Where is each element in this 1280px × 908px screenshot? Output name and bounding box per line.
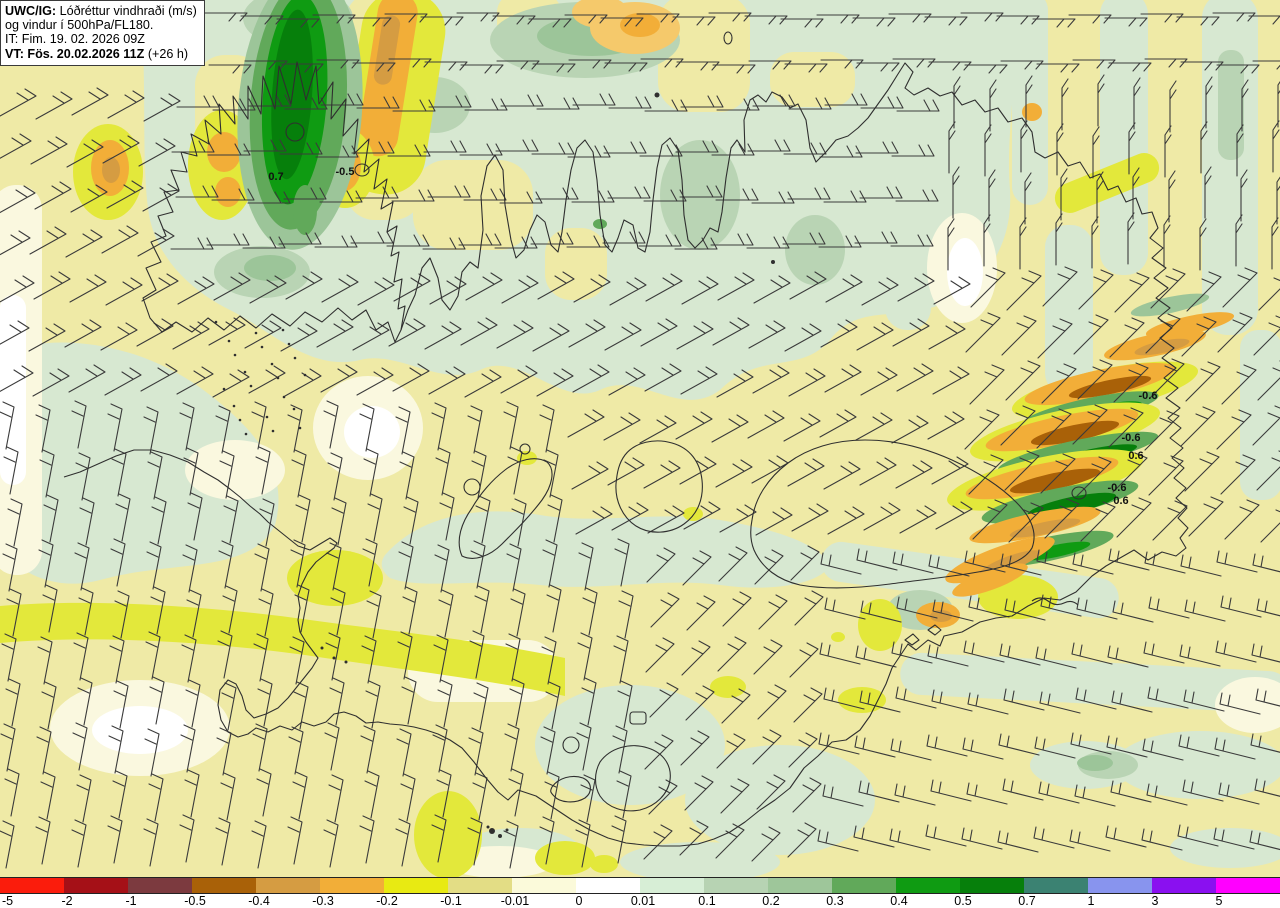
colorbar-cell (896, 878, 960, 893)
colorbar-cell (192, 878, 256, 893)
map-canvas: 0.7 -0.5-0.6-0.60.6-0.60.6 (0, 0, 1280, 877)
colorbar-cell (960, 878, 1024, 893)
title-line-1: UWC/IG: Lóðréttur vindhraði (m/s) (5, 4, 197, 18)
colorbar-cell (448, 878, 512, 893)
colorbar-label: -2 (61, 894, 73, 908)
colorbar-cell (1024, 878, 1088, 893)
colorbar-label: 0 (575, 894, 583, 908)
wind-barbs (0, 12, 1280, 869)
colorbar-cell (1152, 878, 1216, 893)
colorbar-cell (384, 878, 448, 893)
color-scale-cells (0, 878, 1280, 893)
colorbar-cell (832, 878, 896, 893)
contour-label: 0.6 (1128, 450, 1143, 462)
colorbar-cell (0, 878, 64, 893)
vertical-velocity-field (0, 0, 1280, 877)
colorbar-cell (64, 878, 128, 893)
colorbar-label: 0.2 (762, 894, 780, 908)
colorbar-cell (256, 878, 320, 893)
color-scale-labels: -5 -2 -1 -0.5 -0.4 -0.3 -0.2 -0.1 -0.01 0 0.01 0.1 0… (0, 893, 1280, 908)
contour-label: -0.5 (336, 166, 355, 178)
contour-label: -0.6 (1108, 482, 1127, 494)
colorbar-cell (320, 878, 384, 893)
weather-map: 0.7 -0.5 -0.6 -0.6 0.6 -0.6 0.6 UWC/IG: Lóðrét… (0, 0, 1280, 877)
colorbar-label: -0.5 (184, 894, 206, 908)
colorbar-cell (128, 878, 192, 893)
coastlines (63, 31, 1189, 847)
colorbar-label: -0.01 (500, 894, 530, 908)
colorbar-label: 1 (1087, 894, 1095, 908)
colorbar-cell (640, 878, 704, 893)
colorbar-label: 0.1 (698, 894, 716, 908)
colorbar-label: -0.3 (312, 894, 334, 908)
colorbar-cell (1088, 878, 1152, 893)
colorbar-label: 0.01 (630, 894, 656, 908)
colorbar-cell (512, 878, 576, 893)
contour-label: -0.6 (1139, 390, 1158, 402)
contour-labels: 0.7 -0.5-0.6-0.60.6-0.60.6 (268, 166, 1157, 507)
colorbar-label: 0.3 (826, 894, 844, 908)
title-line-2: og vindur í 500hPa/FL180. (5, 18, 154, 33)
contour-label: 0.6 (1113, 495, 1128, 507)
colorbar-label: -1 (125, 894, 137, 908)
colorbar-label: -0.4 (248, 894, 270, 908)
title-line-3: IT: Fim. 19. 02. 2026 09Z (5, 32, 146, 47)
color-scale: -5 -2 -1 -0.5 -0.4 -0.3 -0.2 -0.1 -0.01 0 0.01 0.1 0… (0, 877, 1280, 908)
colorbar-label: 0.7 (1018, 894, 1036, 908)
contour-label: -0.6 (1122, 432, 1141, 444)
colorbar-label: 0.5 (954, 894, 972, 908)
colorbar-label: 3 (1151, 894, 1159, 908)
colorbar-cell (576, 878, 640, 893)
colorbar-label: -5 (2, 894, 14, 908)
lee-wave-streaks (916, 293, 1235, 628)
colorbar-cell (768, 878, 832, 893)
colorbar-cell (704, 878, 768, 893)
colorbar-label: 5 (1215, 894, 1223, 908)
map-title-box: UWC/IG: Lóðréttur vindhraði (m/s) og vin… (0, 0, 205, 66)
colorbar-label: -0.1 (440, 894, 462, 908)
contour-label: 0.7 (268, 171, 283, 183)
title-line-4: VT: Fös. 20.02.2026 11Z (+26 h) (5, 46, 189, 61)
colorbar-label: -0.2 (376, 894, 398, 908)
colorbar-cell (1216, 878, 1280, 893)
colorbar-label: 0.4 (890, 894, 908, 908)
